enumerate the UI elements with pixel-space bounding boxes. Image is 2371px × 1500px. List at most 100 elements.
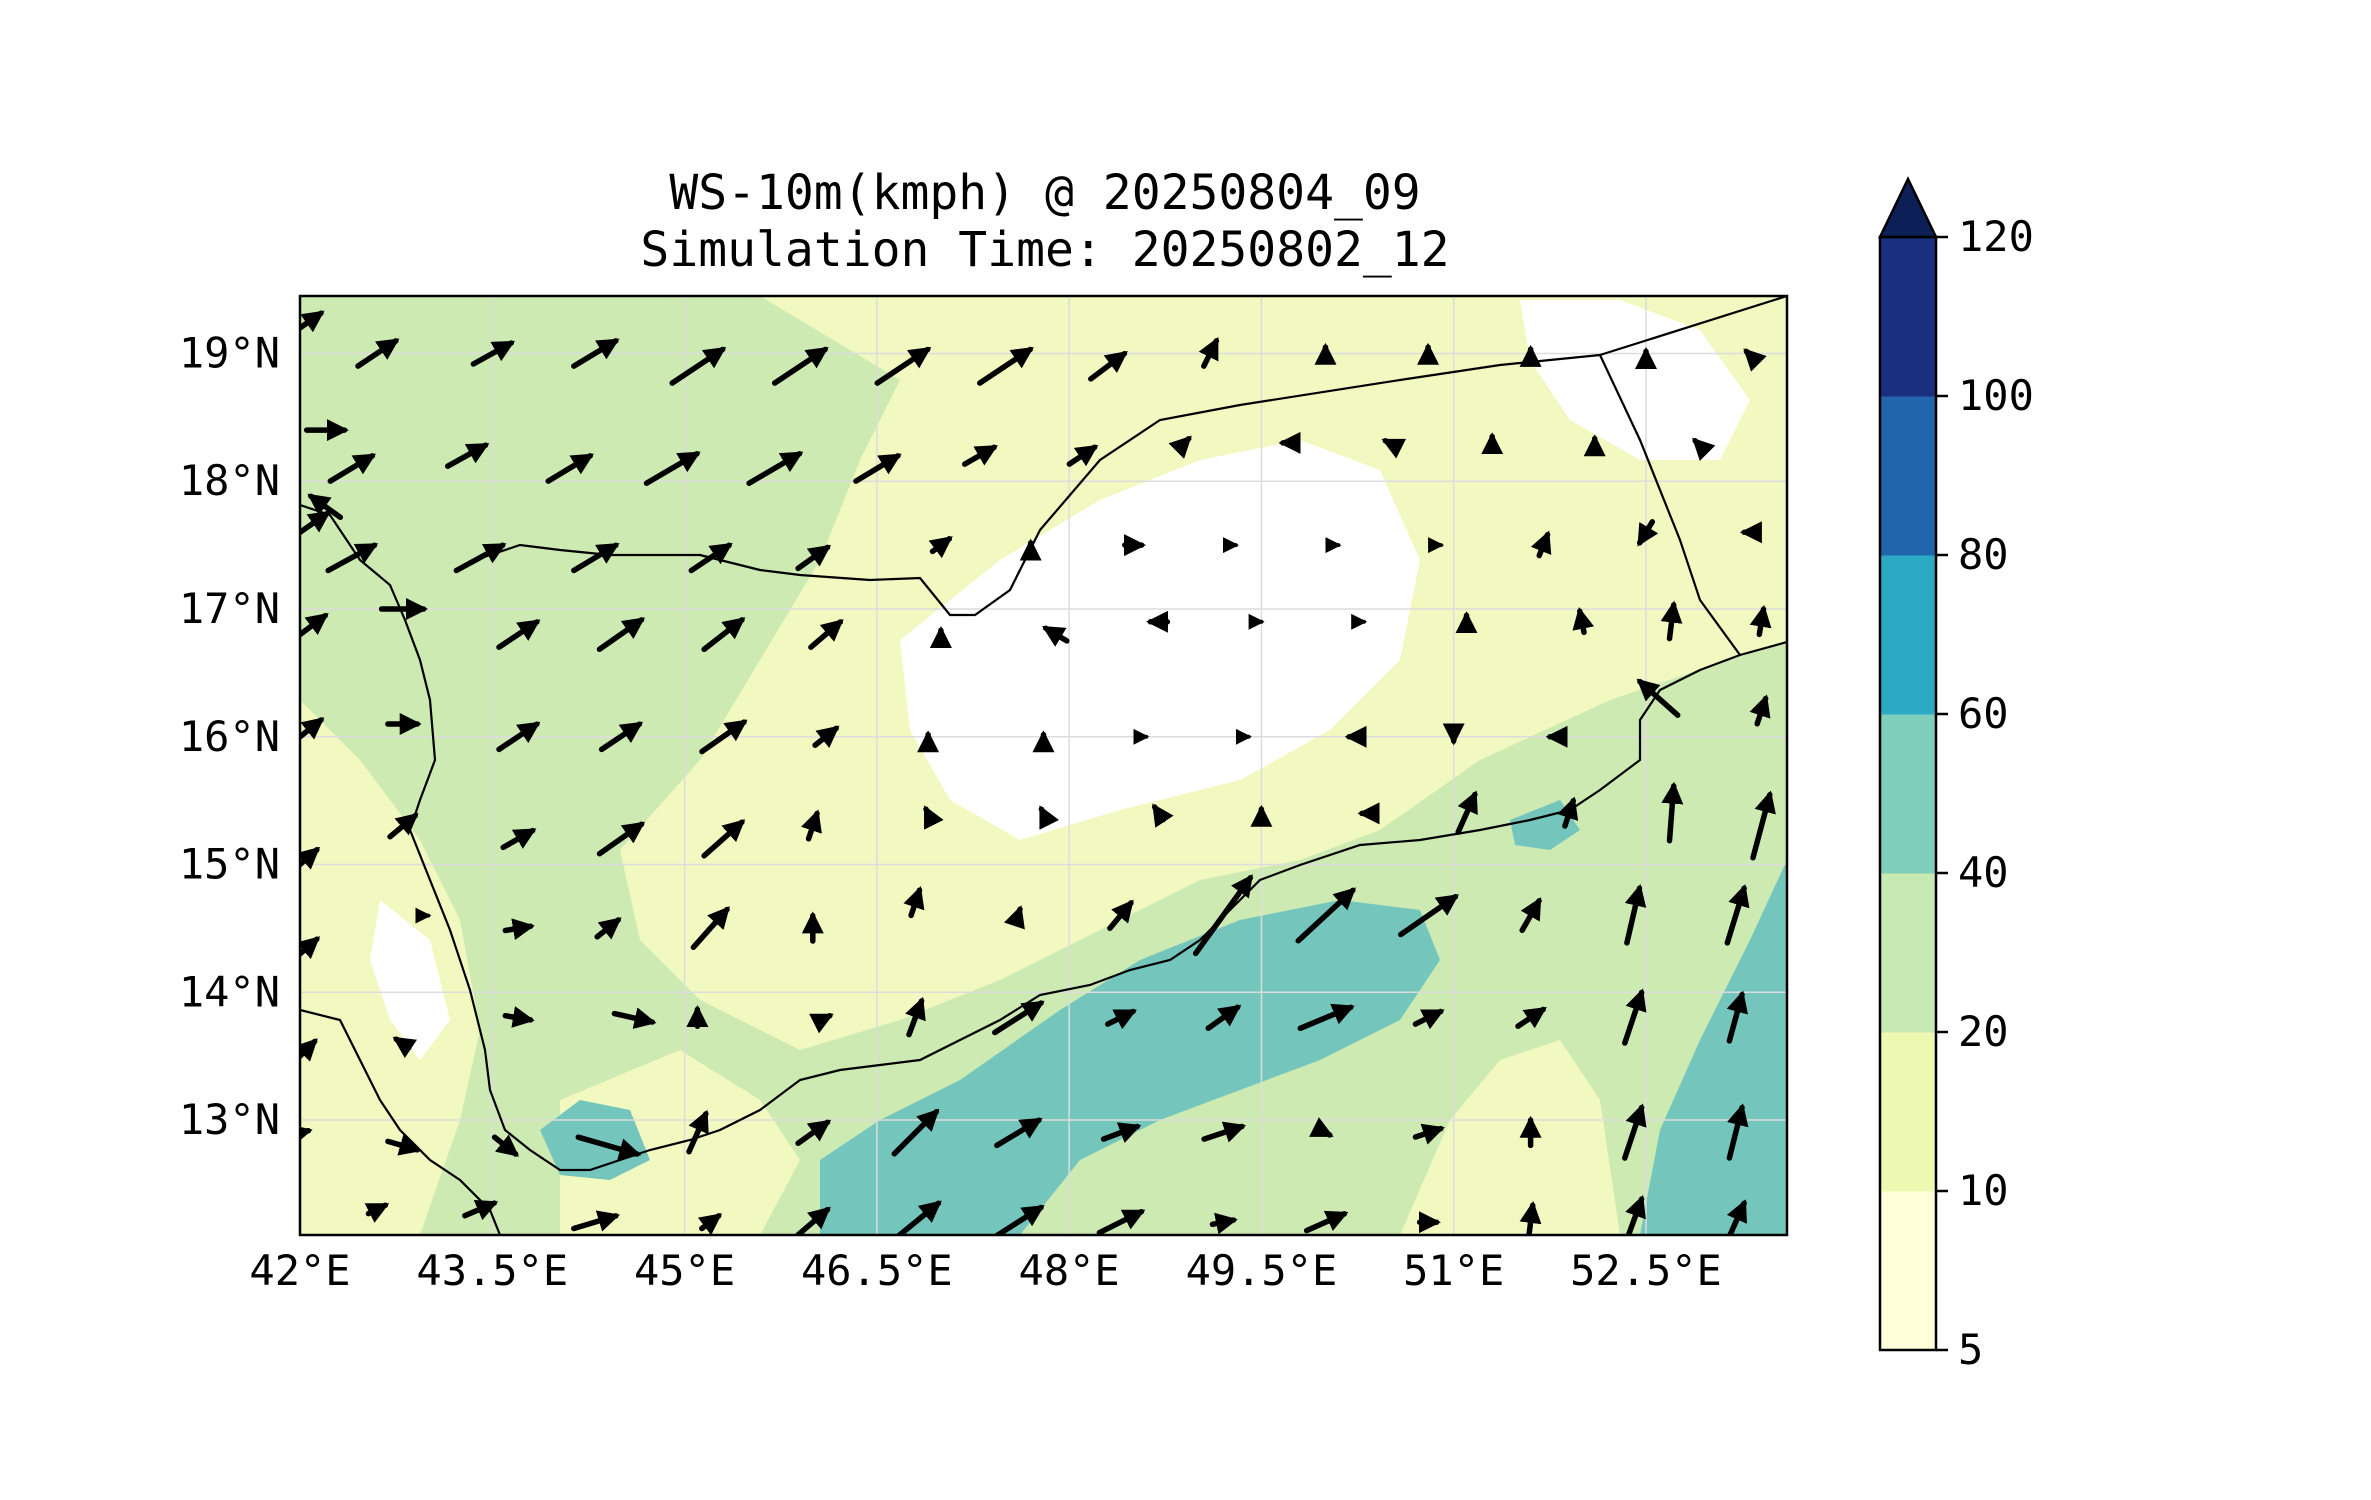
wind-arrow — [1455, 790, 1478, 836]
wind-arrow — [1003, 905, 1025, 930]
wind-arrow — [808, 619, 844, 650]
wind-arrow — [1105, 1008, 1137, 1030]
field-zone-calm — [1520, 300, 1750, 460]
wind-arrow — [1726, 1103, 1749, 1161]
y-axis-ticks: 19°N 18°N 17°N 16°N 15°N 14°N 13°N — [179, 328, 280, 1144]
wind-arrow — [1038, 805, 1060, 830]
wind-arrow — [812, 725, 840, 748]
wind-arrow — [961, 444, 998, 467]
wind-arrow — [300, 846, 321, 870]
wind-arrow — [1042, 625, 1070, 647]
wind-arrow — [1297, 1003, 1355, 1032]
y-tick-label: 19°N — [179, 328, 280, 377]
wind-arrow — [746, 451, 804, 486]
x-tick-label: 48°E — [1019, 1246, 1120, 1295]
wind-arrow — [300, 1124, 313, 1146]
wind-arrow — [701, 617, 746, 653]
wind-arrow — [1625, 1194, 1646, 1235]
colorbar-tick-label: 20 — [1958, 1007, 2009, 1056]
wind-arrow — [385, 1134, 422, 1156]
wind-arrow — [1636, 678, 1681, 718]
colorbar-segment — [1880, 237, 1936, 397]
wind-arrow — [1412, 1123, 1445, 1145]
wind-arrow — [496, 721, 541, 753]
wind-arrow — [598, 721, 644, 753]
wind-arrow — [1381, 438, 1407, 459]
wind-arrow — [800, 809, 822, 842]
wind-arrow — [300, 936, 321, 960]
wind-arrow — [1198, 336, 1220, 369]
wind-arrow — [300, 717, 325, 741]
x-tick-label: 49.5°E — [1186, 1246, 1338, 1295]
wind-arrow — [923, 805, 944, 830]
wind-arrow — [387, 812, 419, 840]
y-tick-label: 15°N — [179, 840, 280, 889]
wind-arrow — [496, 619, 541, 650]
wind-arrow — [327, 453, 377, 484]
wind-arrow — [994, 1117, 1043, 1149]
wind-arrow — [771, 346, 829, 386]
y-tick-label: 16°N — [179, 712, 280, 761]
wind-arrow — [596, 617, 646, 653]
wind-arrow — [300, 510, 331, 536]
wind-arrow — [1107, 899, 1134, 931]
wind-vectors — [300, 310, 1776, 1235]
wind-arrow — [874, 346, 932, 386]
wind-arrow — [697, 1213, 723, 1235]
colorbar-frame — [1878, 235, 1938, 1352]
wind-arrow — [1636, 519, 1659, 547]
border-yemen-oman — [1599, 354, 1741, 656]
y-tick-label: 13°N — [179, 1095, 280, 1144]
wind-arrow — [307, 493, 344, 521]
wind-arrow — [491, 1134, 520, 1157]
wind-arrow — [1749, 604, 1772, 638]
wind-arrow — [1750, 790, 1776, 861]
wind-arrow — [1622, 988, 1647, 1046]
colorbar-tick-label: 40 — [1958, 848, 2009, 897]
y-tick-label: 14°N — [179, 967, 280, 1016]
wind-arrow — [500, 827, 537, 851]
wind-arrow — [594, 917, 622, 940]
wind-arrow — [545, 453, 594, 484]
wind-arrow — [795, 1206, 831, 1235]
colorbar-segment — [1880, 1191, 1936, 1351]
wind-arrow — [1692, 437, 1716, 462]
wind-speed-field — [300, 296, 1787, 1235]
wind-arrow — [853, 453, 902, 484]
wind-arrow — [571, 1210, 621, 1232]
y-tick-label: 18°N — [179, 456, 280, 505]
wind-arrow — [1726, 990, 1748, 1044]
wind-arrow — [1557, 796, 1579, 829]
border-oman-north — [1599, 296, 1787, 357]
wind-arrow — [928, 536, 953, 559]
colorbar-tick-label: 80 — [1958, 530, 2009, 579]
colorbar-extend-arrow — [1878, 176, 1938, 239]
coastline-red-sea — [300, 503, 1787, 1172]
x-axis-ticks: 42°E 43.5°E 45°E 46.5°E 48°E 49.5°E 51°E 52.5°E — [249, 1246, 1721, 1295]
colorbar-tick-label: 10 — [1958, 1166, 2009, 1215]
wind-arrow — [1743, 348, 1767, 372]
wind-arrow — [571, 338, 620, 369]
x-tick-label: 42°E — [249, 1246, 350, 1295]
wind-arrow — [977, 346, 1034, 386]
wind-arrow — [1661, 781, 1684, 844]
wind-arrow — [300, 310, 325, 333]
wind-arrow — [992, 1000, 1045, 1036]
field-zone-calm — [370, 900, 450, 1060]
wind-arrow — [502, 1006, 535, 1028]
colorbar-segment — [1880, 714, 1936, 874]
wind-arrow — [364, 1202, 390, 1223]
wind-arrow — [795, 1119, 832, 1147]
wind-arrow — [611, 1007, 657, 1029]
wind-arrow — [1205, 1004, 1242, 1032]
wind-arrow — [1100, 1122, 1142, 1143]
wind-arrow — [575, 1134, 642, 1160]
wind-arrow — [1749, 694, 1771, 727]
colorbar: 5 10 20 40 60 80 100 120 — [1878, 176, 2034, 1374]
wind-arrow — [453, 542, 507, 574]
x-tick-label: 52.5°E — [1570, 1246, 1722, 1295]
field-zone-calm — [900, 440, 1420, 840]
colorbar-segment — [1880, 873, 1936, 1033]
